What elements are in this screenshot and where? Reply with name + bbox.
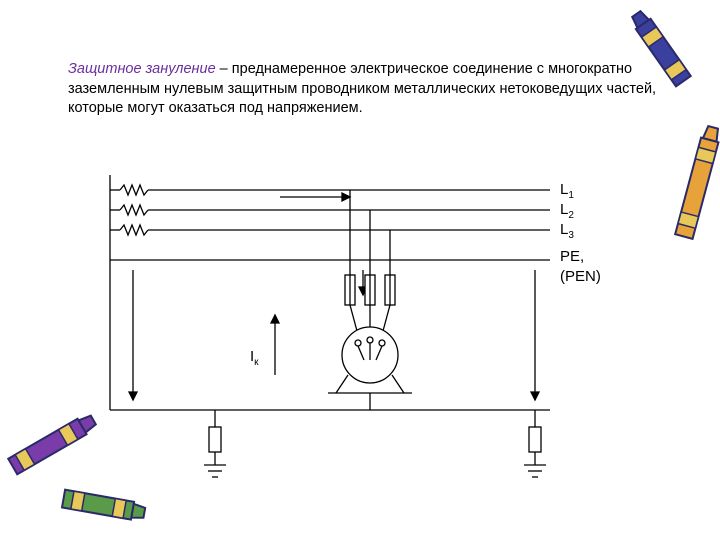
label-l3: L3 — [560, 221, 574, 241]
winding-l3 — [120, 225, 148, 235]
winding-l1 — [120, 185, 148, 195]
label-l1: L1 — [560, 181, 574, 201]
earth-left-box — [209, 427, 221, 452]
winding-l2 — [120, 205, 148, 215]
definition-text: Защитное зануление – преднамеренное элек… — [68, 60, 668, 119]
label-ik: Iк — [250, 348, 259, 368]
label-pe: PE, — [560, 248, 584, 265]
label-l2: L2 — [560, 201, 574, 221]
earth-right-box — [529, 427, 541, 452]
term: Защитное зануление — [68, 61, 216, 77]
circuit-diagram — [60, 175, 600, 515]
crayon-orange-icon — [660, 120, 720, 270]
label-pen: (PEN) — [560, 268, 601, 285]
